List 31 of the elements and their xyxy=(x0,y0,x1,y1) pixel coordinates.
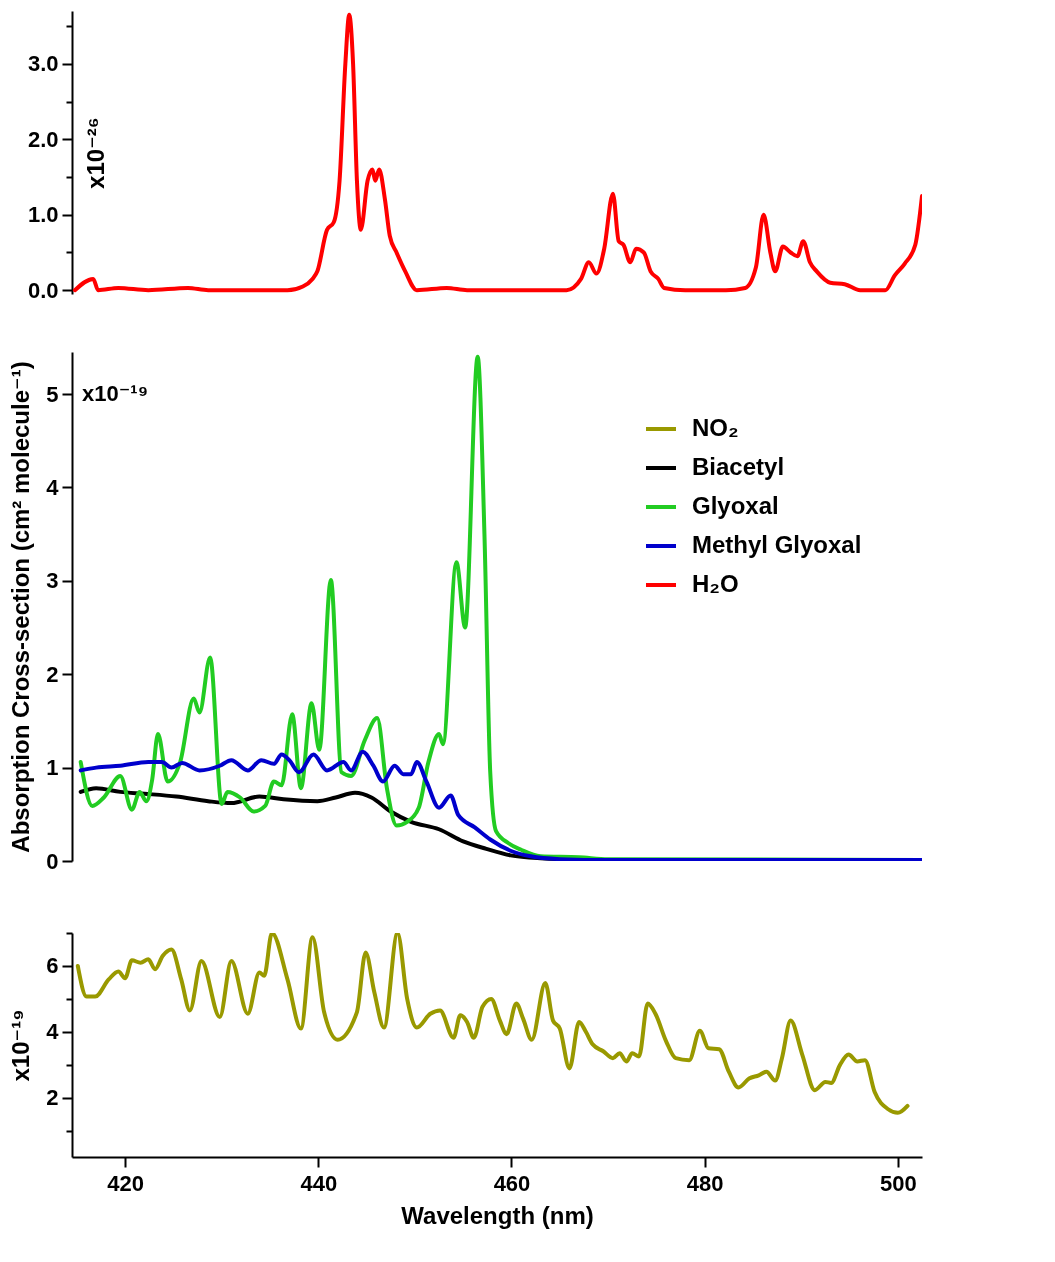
line-series xyxy=(72,12,922,293)
legend-label: Methyl Glyoxal xyxy=(692,531,862,558)
y-axis-title: Absorption Cross-section (cm² molecule⁻¹) xyxy=(7,361,35,853)
x-tick-label: 500 xyxy=(879,1170,917,1196)
y-tick-label: 2 xyxy=(46,1085,59,1111)
y-tick-label: 6 xyxy=(46,953,59,979)
legend-label: H₂O xyxy=(692,570,739,597)
x-axis-title: Wavelength (nm) xyxy=(401,1201,594,1229)
y-tick-label: 3 xyxy=(46,568,59,594)
y-tick-label: 1.0 xyxy=(27,202,59,228)
line-series xyxy=(78,749,922,861)
legend-label: Biacetyl xyxy=(692,453,785,480)
x-tick-label: 460 xyxy=(493,1170,531,1196)
y-tick-label: 4 xyxy=(46,474,60,500)
y-tick-label: 5 xyxy=(46,381,59,407)
y-axis-title: x10⁻¹⁹ xyxy=(7,1009,35,1082)
y-tick-label: 1 xyxy=(46,755,59,781)
legend-label: Glyoxal xyxy=(692,492,779,519)
y-axis-title: x10⁻²⁶ xyxy=(81,117,109,189)
line-series xyxy=(75,933,910,1115)
y-tick-label: 2 xyxy=(46,661,59,687)
annotation: x10⁻¹⁹ xyxy=(82,381,149,407)
legend-label: NO₂ xyxy=(692,414,739,441)
y-tick-label: 3.0 xyxy=(27,51,59,77)
y-tick-label: 4 xyxy=(46,1019,60,1045)
x-tick-label: 420 xyxy=(107,1170,144,1196)
y-tick-label: 0 xyxy=(46,848,59,874)
y-tick-label: 0.0 xyxy=(27,277,59,303)
x-tick-label: 440 xyxy=(300,1170,338,1196)
y-tick-label: 2.0 xyxy=(27,126,59,152)
x-tick-label: 480 xyxy=(686,1170,724,1196)
